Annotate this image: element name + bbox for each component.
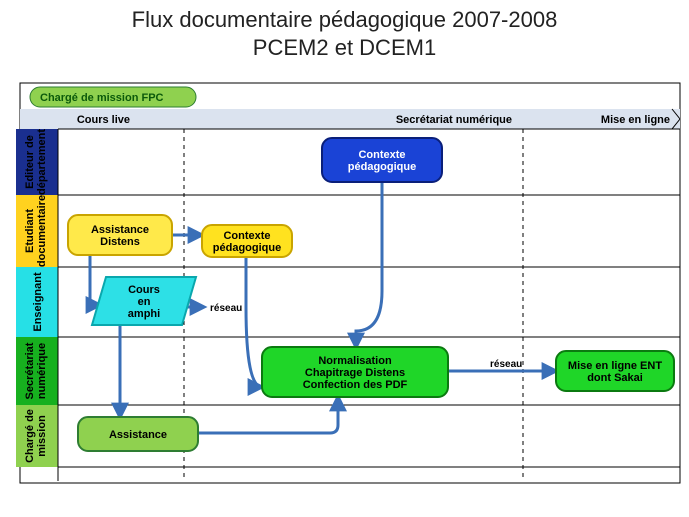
node-assist_distens: AssistanceDistens: [68, 215, 172, 255]
node-contexte_bleu: Contextepédagogique: [322, 138, 442, 182]
node-assistance: Assistance: [78, 417, 198, 451]
node-contexte_jaune: Contextepédagogique: [202, 225, 292, 257]
edge: [246, 257, 262, 387]
edge-label: réseau: [210, 303, 242, 314]
header-pill-label: Chargé de mission FPC: [40, 92, 164, 104]
svg-text:Editeur dedépartement: Editeur dedépartement: [24, 129, 48, 195]
column-label: Cours live: [77, 114, 130, 126]
svg-text:Enseignant: Enseignant: [32, 272, 44, 332]
title-line2: PCEM2 et DCEM1: [0, 34, 689, 62]
title-line1: Flux documentaire pédagogique 2007-2008: [0, 6, 689, 34]
lane-label: Secrétariatnumérique: [24, 342, 48, 399]
svg-text:Chargé demission: Chargé demission: [24, 409, 48, 463]
edge: [90, 255, 100, 305]
lane-label: Editeur dedépartement: [24, 129, 48, 195]
column-label: Secrétariat numérique: [396, 114, 512, 126]
node-assistance-label: Assistance: [109, 429, 167, 441]
svg-text:Secrétariatnumérique: Secrétariatnumérique: [24, 342, 48, 399]
node-normalisation: NormalisationChapitrage DistensConfectio…: [262, 347, 448, 397]
edge: [198, 397, 338, 433]
edge-label: réseau: [490, 359, 522, 370]
node-cours_amphi: Coursenamphi: [92, 277, 196, 325]
lane-label: Enseignant: [32, 272, 44, 332]
lane-label: Chargé demission: [24, 409, 48, 463]
column-label: Mise en ligne: [601, 114, 670, 126]
edge: [356, 182, 382, 347]
swimlane-diagram: Chargé de mission FPC Cours live Secrétari…: [0, 61, 689, 511]
node-mise_en_ligne: Mise en ligne ENTdont Sakai: [556, 351, 674, 391]
